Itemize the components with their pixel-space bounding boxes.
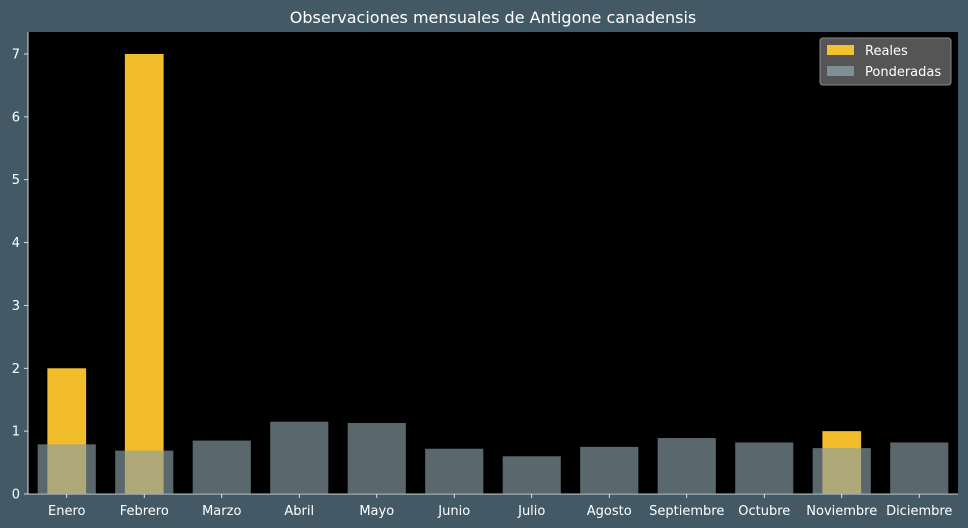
y-tick-label: 1 bbox=[12, 425, 20, 440]
y-tick-label: 6 bbox=[12, 110, 20, 125]
x-tick-label: Marzo bbox=[202, 504, 241, 519]
chart-title: Observaciones mensuales de Antigone cana… bbox=[290, 8, 697, 27]
bar-ponderadas bbox=[115, 450, 174, 494]
x-axis: Enero Febrero Marzo Abril Mayo Junio Julio Agos… bbox=[28, 493, 958, 519]
bar-ponderadas bbox=[37, 444, 96, 494]
legend-label: Reales bbox=[865, 44, 908, 59]
x-tick-label: Noviembre bbox=[806, 504, 877, 519]
bar-reales bbox=[124, 54, 164, 494]
y-tick-label: 4 bbox=[12, 236, 20, 251]
legend-label: Ponderadas bbox=[865, 65, 941, 80]
x-tick-label: Diciembre bbox=[886, 504, 952, 519]
legend-swatch bbox=[827, 45, 854, 55]
y-tick-label: 5 bbox=[12, 173, 20, 188]
x-tick-label: Mayo bbox=[359, 504, 394, 519]
x-tick-label: Abril bbox=[284, 504, 314, 519]
x-tick-label: Septiembre bbox=[649, 504, 724, 519]
legend: Reales Ponderadas bbox=[819, 37, 952, 86]
y-tick-label: 2 bbox=[12, 362, 20, 377]
bar-ponderadas bbox=[192, 440, 251, 494]
y-tick-label: 0 bbox=[12, 488, 20, 503]
x-tick-label: Junio bbox=[437, 504, 470, 519]
series-ponderadas bbox=[37, 421, 949, 494]
bar-ponderadas bbox=[270, 421, 329, 494]
x-tick-label: Octubre bbox=[738, 504, 790, 519]
x-tick-label: Agosto bbox=[587, 504, 632, 519]
bar-ponderadas bbox=[657, 438, 716, 494]
plot-area bbox=[28, 32, 958, 494]
bar-ponderadas bbox=[347, 422, 406, 494]
bar-ponderadas bbox=[425, 448, 484, 494]
x-tick-label: Febrero bbox=[120, 504, 169, 519]
bar-ponderadas bbox=[812, 448, 871, 494]
bar-ponderadas bbox=[735, 442, 794, 494]
bar-ponderadas bbox=[580, 446, 639, 494]
x-tick-label: Enero bbox=[48, 504, 86, 519]
bar-ponderadas bbox=[502, 456, 561, 494]
y-tick-label: 7 bbox=[12, 48, 20, 63]
bar-ponderadas bbox=[890, 442, 949, 494]
y-axis: 0 1 2 3 4 5 6 7 bbox=[12, 32, 29, 503]
x-tick-label: Julio bbox=[517, 504, 545, 519]
y-tick-label: 3 bbox=[12, 299, 20, 314]
legend-swatch bbox=[827, 66, 854, 76]
